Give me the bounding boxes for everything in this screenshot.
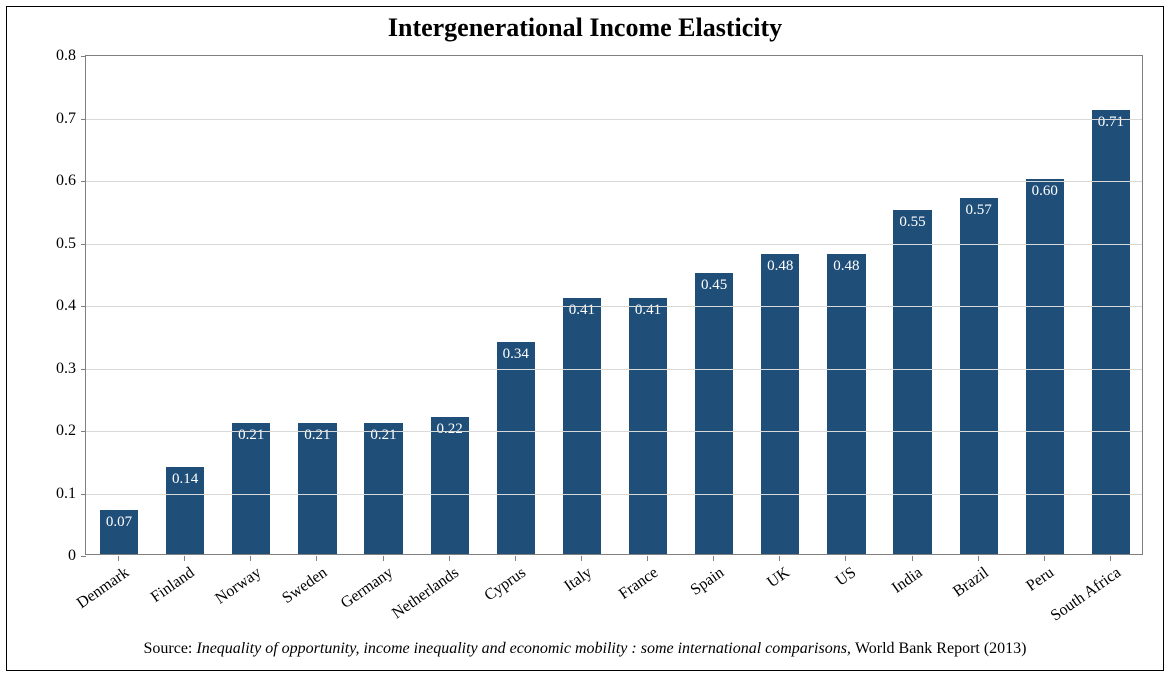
bar: 0.14 [166, 467, 204, 555]
bars-container: 0.07 0.14 0.21 0.21 0.21 0.22 0.34 0.41 0.41 0.45… [86, 56, 1142, 554]
x-tick [184, 556, 185, 561]
x-tick [845, 556, 846, 561]
bar-value-label: 0.21 [364, 427, 402, 444]
x-tick-label: Germany [338, 564, 397, 613]
y-tick-label: 0.2 [56, 422, 76, 440]
bar: 0.45 [695, 273, 733, 554]
bar: 0.41 [563, 298, 601, 554]
bar: 0.21 [364, 423, 402, 554]
x-tick [118, 556, 119, 561]
x-tick [647, 556, 648, 561]
bar-value-label: 0.07 [100, 514, 138, 531]
bar: 0.71 [1092, 110, 1130, 554]
y-tick [81, 244, 86, 245]
gridline [86, 431, 1142, 432]
chart-title: Intergenerational Income Elasticity [7, 13, 1163, 43]
x-tick [449, 556, 450, 561]
source-prefix: Source: [143, 640, 196, 657]
x-tick [779, 556, 780, 561]
bar-value-label: 0.48 [827, 258, 865, 275]
gridline [86, 181, 1142, 182]
x-tick-label: Sweden [279, 564, 331, 608]
x-tick [316, 556, 317, 561]
x-tick-label: India [889, 564, 926, 598]
bar: 0.21 [232, 423, 270, 554]
gridline [86, 369, 1142, 370]
bar: 0.22 [431, 417, 469, 555]
bar-value-label: 0.21 [232, 427, 270, 444]
x-tick-label: UK [764, 564, 793, 592]
x-tick [912, 556, 913, 561]
gridline [86, 494, 1142, 495]
y-tick [81, 306, 86, 307]
x-tick-label: Finland [148, 564, 198, 607]
x-tick-label: Peru [1024, 564, 1058, 596]
x-tick-label: Netherlands [389, 564, 463, 623]
x-tick-label: Brazil [950, 564, 992, 601]
x-tick-label: Denmark [73, 564, 132, 613]
y-tick [81, 431, 86, 432]
y-tick [81, 119, 86, 120]
source-caption: Source: Inequality of opportunity, incom… [7, 640, 1163, 658]
x-tick-label: US [833, 564, 860, 590]
bar-value-label: 0.14 [166, 471, 204, 488]
y-tick [81, 181, 86, 182]
bar-value-label: 0.45 [695, 277, 733, 294]
x-axis-labels: DenmarkFinlandNorwaySwedenGermanyNetherl… [85, 556, 1143, 636]
y-tick-label: 0.1 [56, 485, 76, 503]
x-tick [1110, 556, 1111, 561]
gridline [86, 244, 1142, 245]
bar-value-label: 0.41 [629, 302, 667, 319]
bar-value-label: 0.71 [1092, 114, 1130, 131]
bar: 0.60 [1026, 179, 1064, 554]
x-tick-label: Italy [561, 564, 595, 596]
x-tick [1044, 556, 1045, 561]
y-tick-label: 0.8 [56, 47, 76, 65]
y-tick-label: 0.6 [56, 172, 76, 190]
x-tick-label: Norway [212, 564, 265, 608]
bar: 0.07 [100, 510, 138, 554]
y-tick-label: 0.7 [56, 110, 76, 128]
y-tick-label: 0.5 [56, 235, 76, 253]
bar: 0.57 [960, 198, 998, 554]
bar: 0.48 [827, 254, 865, 554]
chart-frame: Intergenerational Income Elasticity 0.07… [6, 6, 1164, 671]
bar-value-label: 0.21 [298, 427, 336, 444]
source-suffix: World Bank Report (2013) [855, 640, 1027, 657]
bar: 0.48 [761, 254, 799, 554]
bar: 0.55 [893, 210, 931, 554]
bar: 0.21 [298, 423, 336, 554]
x-tick [713, 556, 714, 561]
x-tick-label: Spain [687, 564, 727, 600]
gridline [86, 119, 1142, 120]
y-tick [81, 494, 86, 495]
y-tick-label: 0.4 [56, 297, 76, 315]
bar-value-label: 0.34 [497, 346, 535, 363]
x-tick [250, 556, 251, 561]
y-tick [81, 369, 86, 370]
x-tick-label: France [615, 564, 661, 604]
bar-value-label: 0.41 [563, 302, 601, 319]
bar-value-label: 0.48 [761, 258, 799, 275]
bar-value-label: 0.57 [960, 202, 998, 219]
bar: 0.41 [629, 298, 667, 554]
gridline [86, 306, 1142, 307]
y-tick-label: 0.3 [56, 360, 76, 378]
x-tick [581, 556, 582, 561]
plot-area: 0.07 0.14 0.21 0.21 0.21 0.22 0.34 0.41 0.41 0.45… [85, 55, 1143, 555]
bar-value-label: 0.55 [893, 214, 931, 231]
bar-value-label: 0.60 [1026, 183, 1064, 200]
x-tick [515, 556, 516, 561]
bar: 0.34 [497, 342, 535, 555]
y-tick-label: 0 [68, 547, 76, 565]
y-tick [81, 56, 86, 57]
x-tick [383, 556, 384, 561]
x-tick [978, 556, 979, 561]
x-tick-label: South Africa [1047, 564, 1124, 625]
source-italic: Inequality of opportunity, income inequa… [196, 640, 855, 657]
bar-value-label: 0.22 [431, 421, 469, 438]
x-tick-label: Cyprus [481, 564, 529, 605]
